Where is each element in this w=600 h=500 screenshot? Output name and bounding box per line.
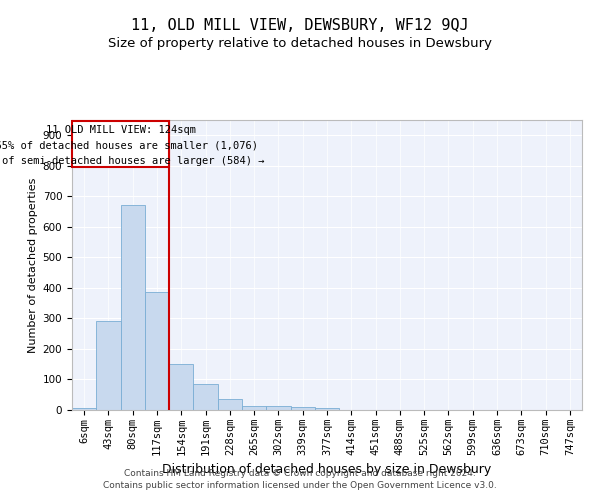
Bar bbox=[121, 205, 145, 410]
Text: ← 65% of detached houses are smaller (1,076): ← 65% of detached houses are smaller (1,… bbox=[0, 140, 258, 150]
Text: Contains HM Land Registry data © Crown copyright and database right 2024.: Contains HM Land Registry data © Crown c… bbox=[124, 468, 476, 477]
FancyBboxPatch shape bbox=[72, 120, 169, 168]
Bar bbox=[242, 406, 266, 410]
Bar bbox=[72, 408, 96, 410]
Y-axis label: Number of detached properties: Number of detached properties bbox=[28, 178, 38, 352]
Bar bbox=[145, 292, 169, 410]
Bar bbox=[290, 407, 315, 410]
Bar bbox=[169, 364, 193, 410]
Text: Contains public sector information licensed under the Open Government Licence v3: Contains public sector information licen… bbox=[103, 481, 497, 490]
Bar bbox=[193, 384, 218, 410]
Bar bbox=[96, 321, 121, 410]
Text: 35% of semi-detached houses are larger (584) →: 35% of semi-detached houses are larger (… bbox=[0, 156, 265, 166]
Text: 11, OLD MILL VIEW, DEWSBURY, WF12 9QJ: 11, OLD MILL VIEW, DEWSBURY, WF12 9QJ bbox=[131, 18, 469, 32]
X-axis label: Distribution of detached houses by size in Dewsbury: Distribution of detached houses by size … bbox=[163, 464, 491, 476]
Bar bbox=[218, 398, 242, 410]
Bar bbox=[315, 408, 339, 410]
Text: Size of property relative to detached houses in Dewsbury: Size of property relative to detached ho… bbox=[108, 38, 492, 51]
Text: 11 OLD MILL VIEW: 124sqm: 11 OLD MILL VIEW: 124sqm bbox=[46, 125, 196, 135]
Bar bbox=[266, 406, 290, 410]
